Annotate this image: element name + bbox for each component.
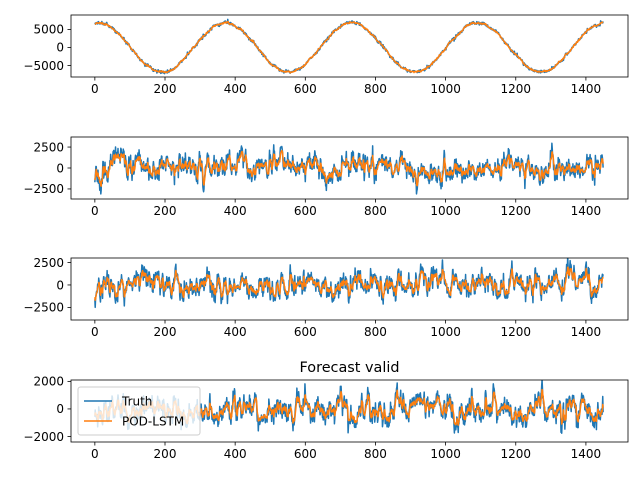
subplot-4: 0 200 400 600 800 1000 1200 1400 −2000 0 2000 Forec… bbox=[23, 360, 629, 461]
x-tick-label: 1200 bbox=[500, 82, 531, 96]
x-tick-label: 400 bbox=[224, 204, 247, 218]
y-tick-label: −2000 bbox=[23, 430, 64, 444]
x-tick-label: 600 bbox=[294, 447, 317, 461]
subplot-title: Forecast valid bbox=[300, 360, 400, 376]
x-tick-label: 400 bbox=[224, 82, 247, 96]
x-tick-label: 1000 bbox=[430, 204, 461, 218]
y-tick-label: 0 bbox=[56, 41, 64, 55]
x-tick-label: 1200 bbox=[500, 447, 531, 461]
x-tick-label: 600 bbox=[294, 204, 317, 218]
x-tick-label: 1400 bbox=[571, 447, 602, 461]
series-line-pod-lstm bbox=[94, 266, 604, 301]
x-tick-label: 0 bbox=[91, 204, 99, 218]
y-tick-label: 2500 bbox=[33, 140, 64, 154]
x-tick-label: 1400 bbox=[571, 204, 602, 218]
axes-frame bbox=[70, 379, 629, 443]
x-tick-label: 800 bbox=[364, 82, 387, 96]
x-tick-label: 1400 bbox=[571, 82, 602, 96]
y-tick-label: 0 bbox=[56, 278, 64, 292]
y-tick-label: −2500 bbox=[23, 182, 64, 196]
y-tick-label: 0 bbox=[56, 161, 64, 175]
x-tick-label: 0 bbox=[91, 325, 99, 339]
subplot-2: 0 200 400 600 800 1000 1200 1400 −2500 0 2500 bbox=[23, 136, 629, 218]
y-tick-label: −5000 bbox=[23, 59, 64, 73]
y-tick-label: 2000 bbox=[33, 375, 64, 389]
y-tick-label: 5000 bbox=[33, 23, 64, 37]
subplot-3: 0 200 400 600 800 1000 1200 1400 −2500 0 2500 bbox=[23, 256, 629, 339]
x-tick-label: 800 bbox=[364, 447, 387, 461]
legend: Truth POD-LSTM bbox=[77, 386, 201, 436]
x-tick-label: 800 bbox=[364, 325, 387, 339]
x-tick-label: 800 bbox=[364, 204, 387, 218]
x-tick-label: 200 bbox=[154, 325, 177, 339]
x-tick-label: 200 bbox=[154, 82, 177, 96]
x-tick-label: 200 bbox=[154, 204, 177, 218]
legend-label-truth: Truth bbox=[121, 394, 152, 408]
legend-box bbox=[77, 386, 201, 436]
x-tick-label: 600 bbox=[294, 325, 317, 339]
x-tick-label: 1200 bbox=[500, 204, 531, 218]
y-tick-label: −2500 bbox=[23, 301, 64, 315]
x-tick-label: 0 bbox=[91, 447, 99, 461]
axes-frame bbox=[70, 14, 629, 78]
x-tick-label: 600 bbox=[294, 82, 317, 96]
y-tick-label: 0 bbox=[56, 402, 64, 416]
x-tick-label: 1000 bbox=[430, 82, 461, 96]
x-tick-label: 1000 bbox=[430, 447, 461, 461]
subplot-1: 0 200 400 600 800 1000 1200 1400 −5000 0 5000 bbox=[23, 14, 629, 96]
x-tick-label: 400 bbox=[224, 447, 247, 461]
x-tick-label: 1400 bbox=[571, 325, 602, 339]
series-line-pod-lstm bbox=[94, 149, 604, 187]
x-tick-label: 400 bbox=[224, 325, 247, 339]
axes-frame bbox=[70, 257, 629, 321]
y-tick-label: 2500 bbox=[33, 256, 64, 270]
series-line-truth bbox=[94, 142, 604, 195]
x-tick-label: 1200 bbox=[500, 325, 531, 339]
series-line-pod-lstm bbox=[94, 20, 604, 74]
x-tick-label: 0 bbox=[91, 82, 99, 96]
legend-label-pod-lstm: POD-LSTM bbox=[122, 414, 184, 428]
x-tick-label: 200 bbox=[154, 447, 177, 461]
x-tick-label: 1000 bbox=[430, 325, 461, 339]
